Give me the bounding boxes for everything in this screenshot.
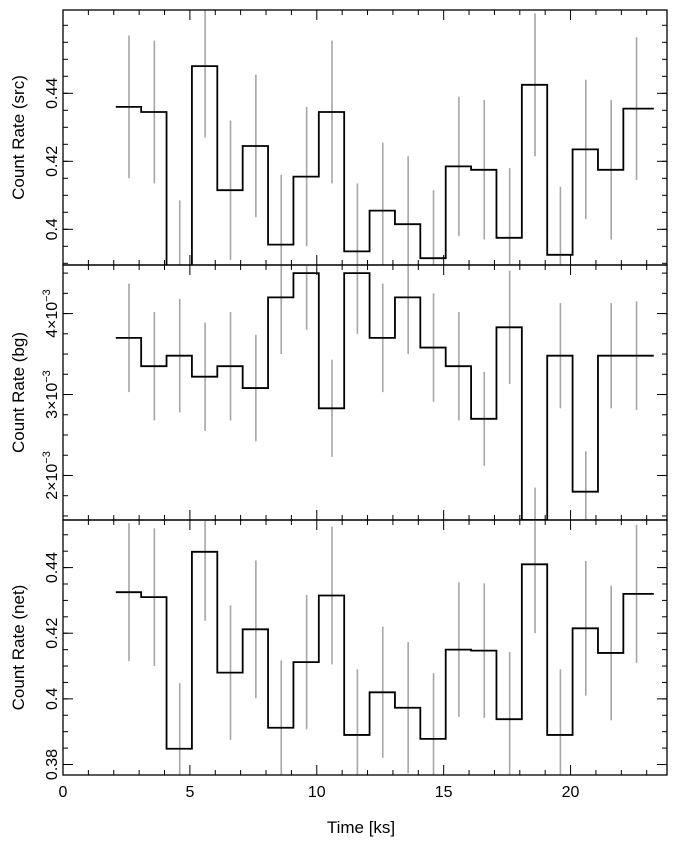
y-tick-label: 0.38 <box>44 749 61 780</box>
y-axis-label-bottom: Count Rate (net) <box>9 585 28 711</box>
plot-area-top <box>115 10 654 265</box>
y-tick-mantissa: 4×10 <box>44 302 61 338</box>
x-tick-label: 5 <box>185 784 194 801</box>
y-tick-label: 2×10−3 <box>41 451 61 500</box>
y-tick-label: 0.4 <box>44 218 61 240</box>
y-tick-label: 0.42 <box>44 146 61 177</box>
y-tick-exponent: −3 <box>41 451 53 464</box>
x-tick-label: 15 <box>435 784 453 801</box>
y-tick-label: 0.44 <box>44 78 61 109</box>
step-line-top <box>115 65 654 265</box>
step-line-middle <box>115 272 654 520</box>
y-tick-exponent: −3 <box>41 289 53 302</box>
x-axis-label: Time [ks] <box>327 818 395 837</box>
y-tick-label: 0.4 <box>44 688 61 710</box>
step-line-bottom <box>115 550 654 750</box>
y-tick-label: 4×10−3 <box>41 289 61 338</box>
x-tick-label: 0 <box>59 784 68 801</box>
x-tick-label: 10 <box>308 784 326 801</box>
y-tick-label: 0.42 <box>44 618 61 649</box>
y-axis-label-top: Count Rate (src) <box>9 75 28 200</box>
plot-area-middle <box>115 265 654 520</box>
y-tick-label: 0.44 <box>44 552 61 583</box>
y-tick-mantissa: 3×10 <box>44 383 61 419</box>
panel-bottom: 0.38 0.4 0.42 0.44 Count Rate (net) <box>9 519 668 780</box>
y-tick-exponent: −3 <box>41 370 53 383</box>
y-axis-label-middle: Count Rate (bg) <box>9 332 28 453</box>
y-tick-label: 3×10−3 <box>41 370 61 419</box>
y-tick-mantissa: 2×10 <box>44 464 61 500</box>
panel-top: 0.4 0.42 0.44 Count Rate (src) <box>9 9 668 266</box>
frame-bottom <box>62 519 668 776</box>
plot-area-bottom <box>115 520 654 775</box>
x-tick-label: 20 <box>562 784 580 801</box>
